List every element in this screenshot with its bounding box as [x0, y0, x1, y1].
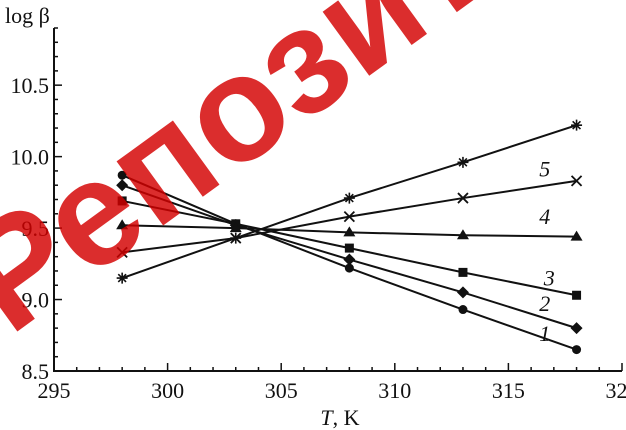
series-label-2: 2: [539, 291, 550, 316]
y-tick-label: 9.5: [22, 216, 50, 241]
series-4-point: [457, 192, 469, 204]
series-3-point: [229, 222, 242, 233]
x-tick-label: 305: [265, 378, 298, 403]
watermark: Репозиторий: [0, 0, 626, 363]
series-2-point: [117, 196, 127, 206]
y-tick-label: 10.5: [11, 73, 50, 98]
x-tick-label: 300: [151, 378, 184, 403]
series-label-3: 3: [543, 265, 555, 290]
series-5-point: [230, 232, 242, 244]
series-2-point: [572, 290, 582, 300]
series-4-point: [116, 246, 128, 259]
series-label-4: 4: [539, 204, 550, 229]
series-5-point: [116, 272, 128, 284]
x-tick-label: 310: [378, 378, 411, 403]
series-3-point: [343, 226, 356, 237]
series-1-point: [116, 179, 129, 192]
series-4-point: [343, 211, 355, 223]
series-5-point: [457, 156, 469, 168]
x-tick-label: 295: [38, 378, 71, 403]
y-axis-label: log β: [5, 3, 50, 28]
series-0-point: [572, 345, 582, 355]
series-3-point: [456, 229, 469, 240]
x-axis-label: T, K: [320, 405, 359, 430]
series-0-point: [458, 305, 468, 315]
series-2-point: [344, 243, 354, 253]
series-0-point: [117, 170, 127, 180]
series-3-point: [116, 219, 129, 230]
series-5-point: [571, 119, 583, 131]
series-1-point: [570, 322, 583, 335]
x-tick-label: 315: [492, 378, 525, 403]
series-3-point: [570, 230, 583, 241]
series-5-point: [343, 192, 355, 204]
y-tick-label: 9.0: [22, 288, 50, 313]
series-4-point: [570, 175, 583, 187]
series-2-point: [458, 267, 468, 277]
series-0-point: [344, 263, 354, 273]
series-1-point: [456, 286, 469, 299]
y-tick-label: 10.0: [11, 145, 50, 170]
y-tick-label: 8.5: [22, 359, 50, 384]
series-label-5: 5: [539, 157, 550, 182]
x-tick-label: 320: [606, 378, 626, 403]
series-label-1: 1: [539, 321, 550, 346]
series-1-point: [343, 253, 356, 266]
